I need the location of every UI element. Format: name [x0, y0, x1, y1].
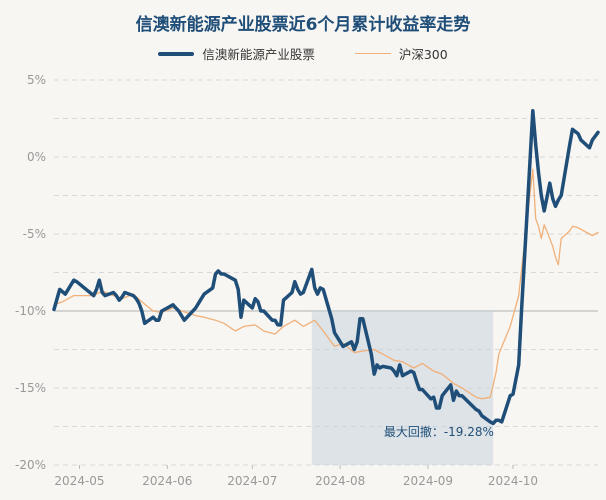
x-tick-label: 2024-05 — [54, 474, 104, 488]
y-tick-label: 5% — [27, 73, 46, 87]
series-line-fund[interactable] — [52, 109, 600, 426]
y-tick-label: -5% — [23, 227, 46, 241]
legend-item-benchmark[interactable]: 沪深300 — [354, 44, 448, 63]
y-tick-label: 0% — [27, 150, 46, 164]
series-line-benchmark[interactable] — [53, 168, 599, 400]
y-tick-label: -10% — [15, 304, 46, 318]
legend-label-benchmark: 沪深300 — [398, 47, 448, 62]
y-tick-label: -15% — [15, 381, 46, 395]
drawdown-area — [311, 311, 494, 465]
drawdown-label: 最大回撤：-19.28% — [384, 424, 494, 439]
legend-swatch-benchmark — [354, 52, 391, 55]
x-tick-label: 2024-09 — [403, 474, 453, 488]
x-tick-label: 2024-06 — [142, 474, 192, 488]
x-tick-label: 2024-10 — [488, 474, 538, 488]
legend-item-fund[interactable]: 信澳新能源产业股票 — [158, 44, 315, 63]
x-tick-label: 2024-08 — [315, 474, 365, 488]
legend-swatch-fund — [158, 51, 195, 56]
y-tick-label: -20% — [15, 458, 46, 472]
x-tick-label: 2024-07 — [227, 474, 277, 488]
chart-title: 信澳新能源产业股票近6个月累计收益率走势 — [135, 15, 471, 35]
legend-label-fund: 信澳新能源产业股票 — [202, 47, 315, 62]
legend: 信澳新能源产业股票 沪深300 — [0, 44, 606, 63]
